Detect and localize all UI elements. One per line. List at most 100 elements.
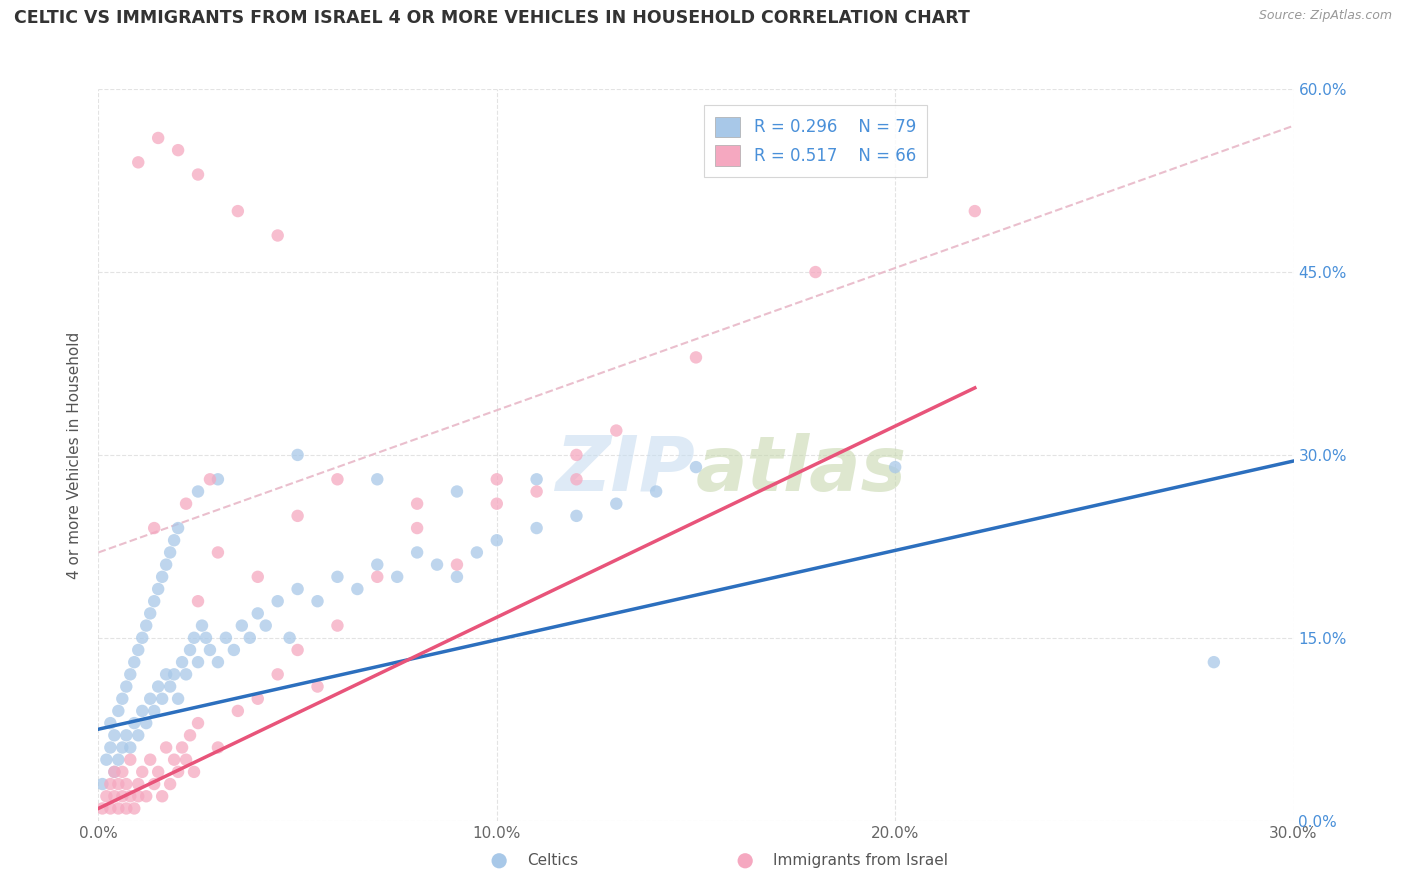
Point [148,131,170,145]
Point [172,655,194,669]
Point [183,764,205,779]
Point [174,667,197,681]
Point [195,631,218,645]
Point [226,204,249,219]
Point [287,643,309,657]
Point [135,716,157,731]
Point [326,618,349,632]
Point [115,680,138,694]
Point [804,265,827,279]
Point [155,667,177,681]
Y-axis label: 4 or more Vehicles in Household: 4 or more Vehicles in Household [67,331,83,579]
Point [91,777,114,791]
Point [91,801,114,815]
Point [267,594,290,608]
Point [1202,655,1225,669]
Point [605,424,627,438]
Point [167,521,190,535]
Point [155,740,177,755]
Point [207,472,229,486]
Point [963,204,986,219]
Point [526,484,548,499]
Point [155,558,177,572]
Point [446,558,468,572]
Point [159,680,181,694]
Point [191,618,214,632]
Point [127,777,149,791]
Point [526,472,548,486]
Point [446,570,468,584]
Point [139,691,162,706]
Text: ZIP: ZIP [557,433,696,507]
Point [307,680,329,694]
Point [107,753,129,767]
Point [385,570,409,584]
Point [884,460,907,475]
Point [239,631,262,645]
Legend: R = 0.296    N = 79, R = 0.517    N = 66: R = 0.296 N = 79, R = 0.517 N = 66 [703,105,928,178]
Point [100,801,122,815]
Point [226,704,249,718]
Point [488,854,510,868]
Point [159,777,181,791]
Point [485,533,508,548]
Point [96,789,118,804]
Point [187,655,209,669]
Point [103,764,125,779]
Text: Celtics: Celtics [527,854,578,868]
Point [135,789,157,804]
Point [565,472,588,486]
Point [526,521,548,535]
Point [131,704,153,718]
Point [426,558,449,572]
Point [111,740,134,755]
Point [103,728,125,742]
Point [207,655,229,669]
Point [207,545,229,559]
Point [267,667,290,681]
Point [115,777,138,791]
Point [174,753,197,767]
Point [100,777,122,791]
Point [172,740,194,755]
Point [150,691,173,706]
Text: CELTIC VS IMMIGRANTS FROM ISRAEL 4 OR MORE VEHICLES IN HOUSEHOLD CORRELATION CHA: CELTIC VS IMMIGRANTS FROM ISRAEL 4 OR MO… [14,9,970,27]
Point [143,521,166,535]
Point [139,753,162,767]
Point [215,631,238,645]
Point [179,643,201,657]
Point [148,764,170,779]
Point [366,472,388,486]
Point [198,643,221,657]
Point [326,570,349,584]
Point [111,789,134,804]
Point [446,484,468,499]
Point [127,789,149,804]
Point [131,764,153,779]
Point [187,484,209,499]
Point [366,558,388,572]
Point [346,582,368,596]
Point [685,460,707,475]
Point [96,753,118,767]
Point [124,655,146,669]
Point [163,753,186,767]
Point [645,484,668,499]
Point [179,728,201,742]
Point [124,716,146,731]
Point [465,545,488,559]
Point [734,854,756,868]
Point [605,497,627,511]
Point [326,472,349,486]
Point [278,631,301,645]
Point [127,155,149,169]
Point [159,545,181,559]
Point [143,594,166,608]
Point [115,728,138,742]
Point [150,789,173,804]
Point [163,533,186,548]
Point [406,545,429,559]
Point [267,228,290,243]
Point [127,728,149,742]
Point [366,570,388,584]
